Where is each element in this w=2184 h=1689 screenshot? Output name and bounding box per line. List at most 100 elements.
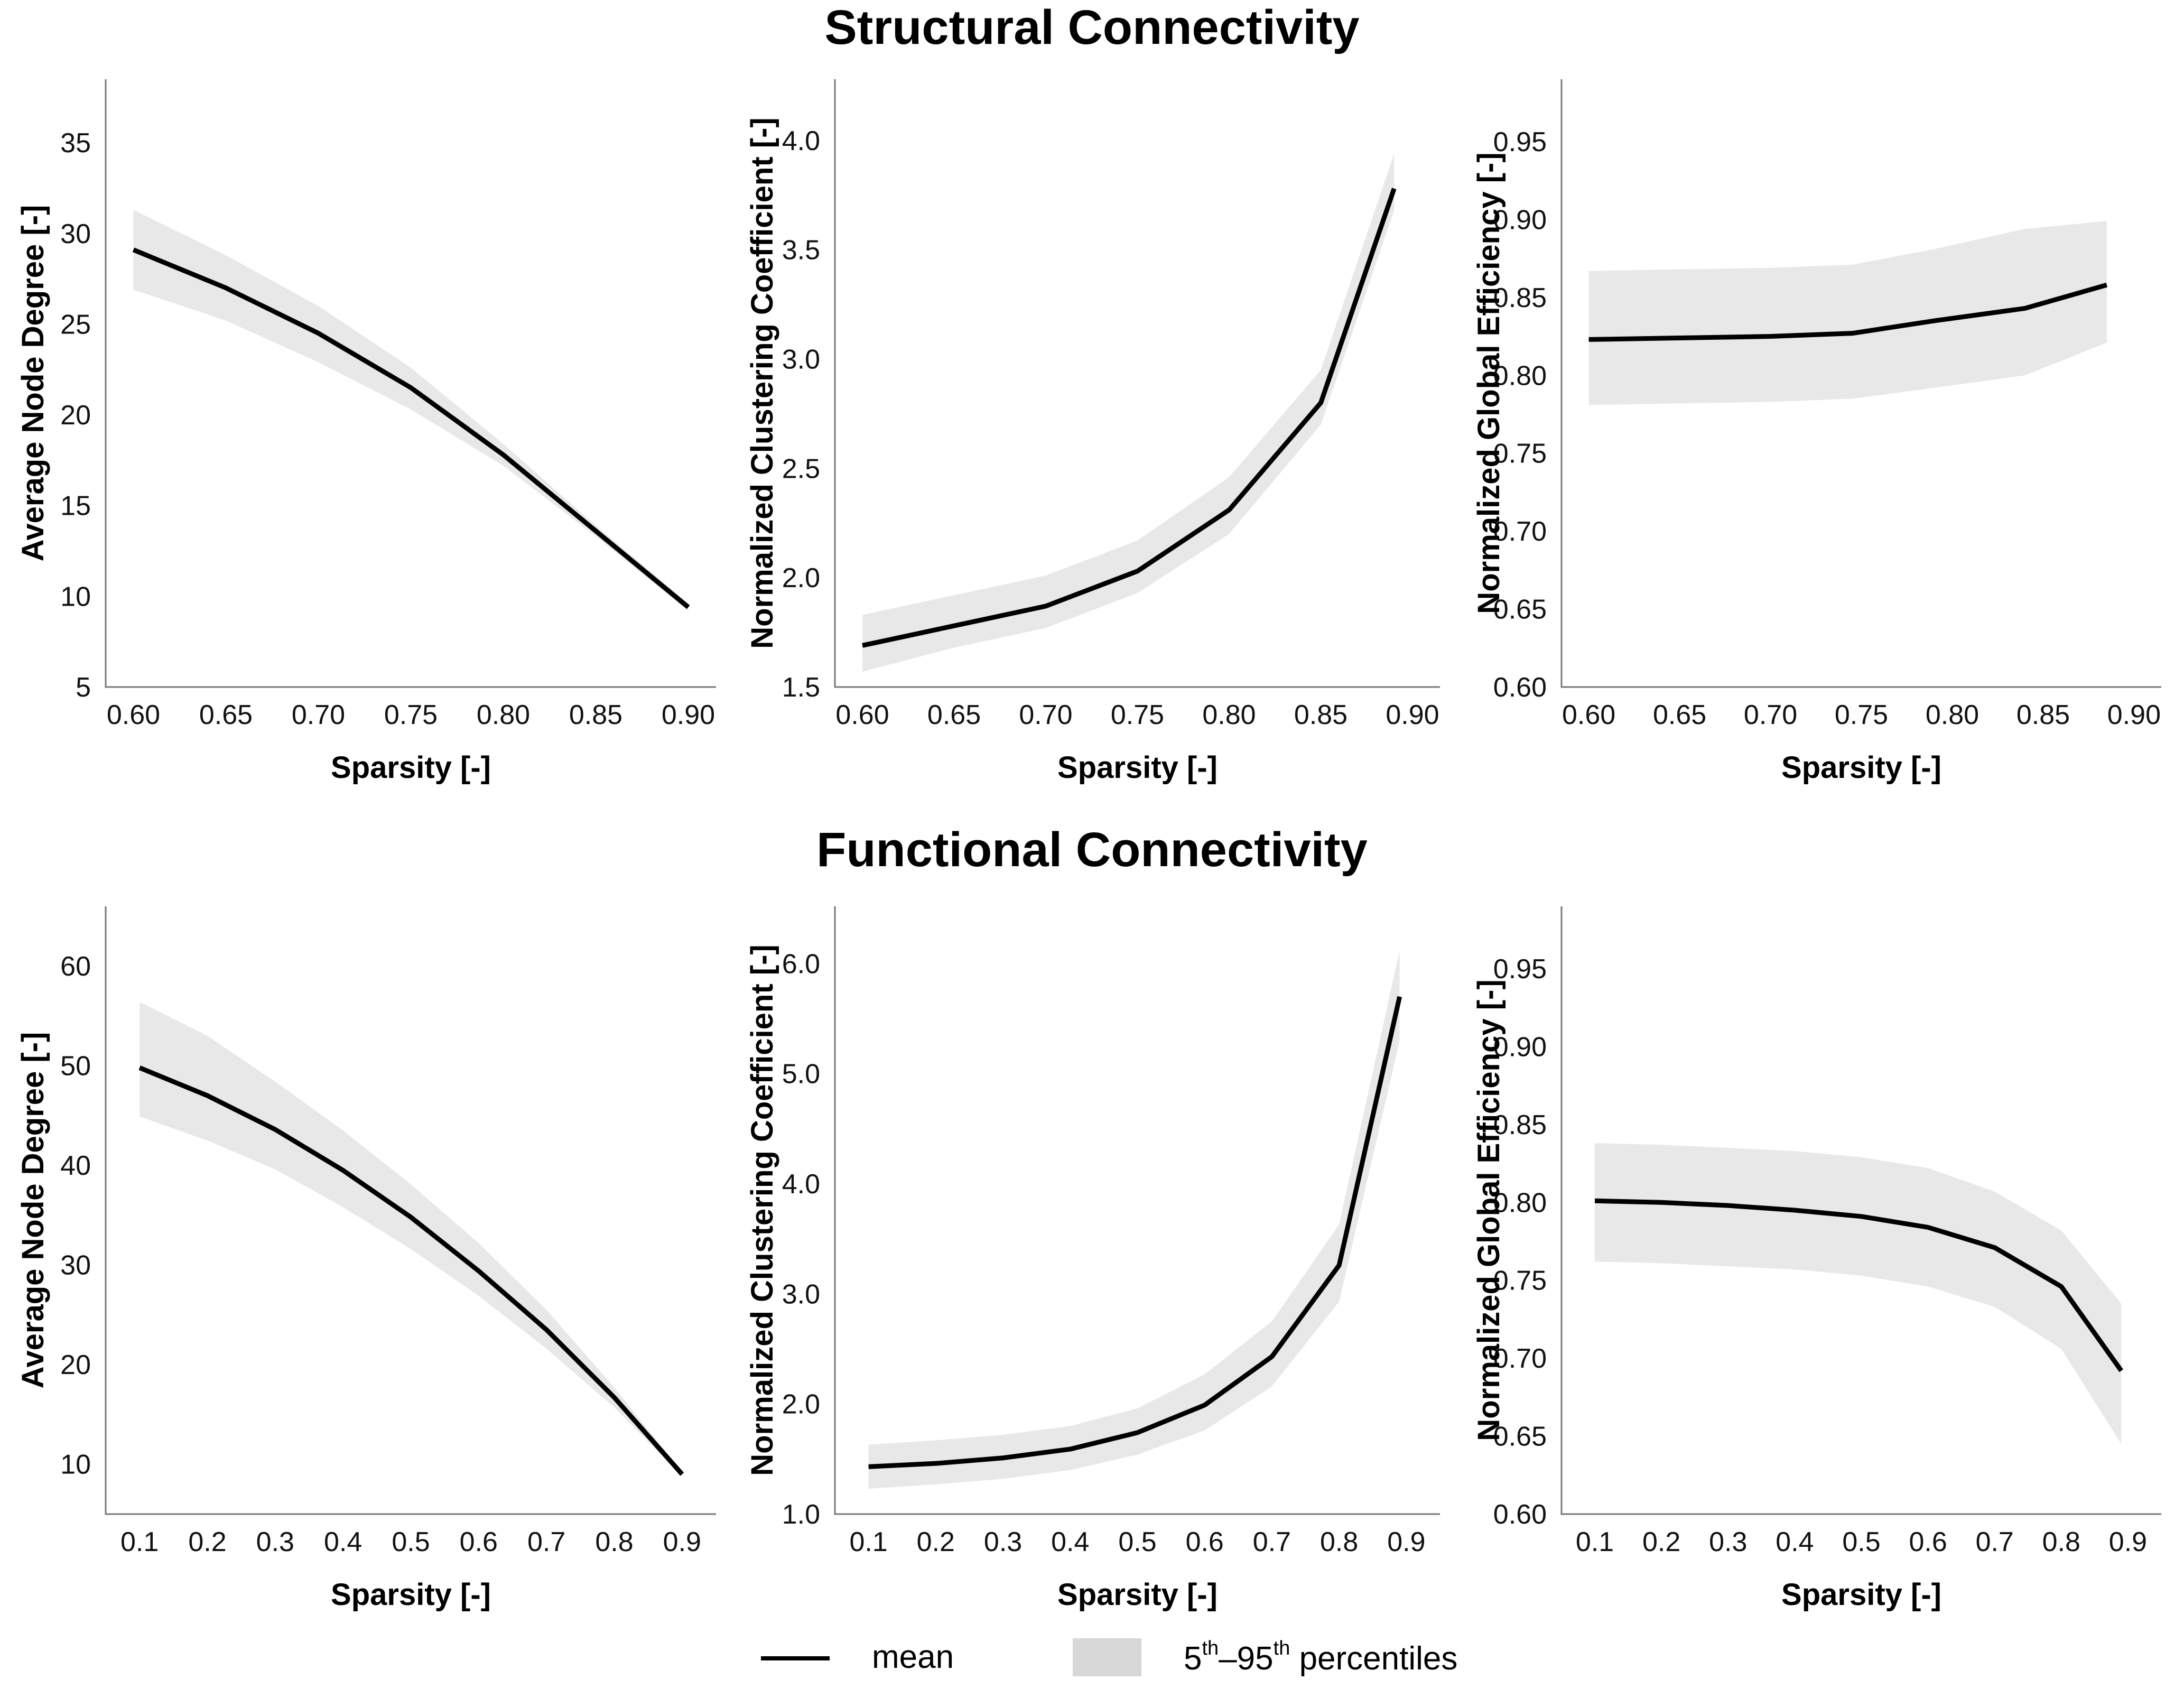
y-tick-label: 30 [60, 219, 91, 249]
percentile-band [862, 153, 1395, 672]
axes [834, 906, 1440, 1515]
y-tick-label: 0.95 [1493, 954, 1547, 985]
y-tick-label: 0.95 [1493, 127, 1547, 157]
legend-mean-label: mean [872, 1639, 954, 1675]
y-tick-label: 0.70 [1493, 516, 1547, 547]
y-axis-label: Normalized Global Efficiency [-] [1472, 152, 1506, 614]
x-tick-label: 0.8 [595, 1527, 633, 1557]
x-tick-label: 0.2 [917, 1527, 955, 1557]
percentile-band [868, 950, 1400, 1489]
y-tick-label: 40 [60, 1150, 91, 1181]
axes [1560, 79, 2161, 688]
x-tick-label: 0.7 [1253, 1527, 1291, 1557]
y-tick-label: 20 [60, 1350, 91, 1380]
y-tick-label: 6.0 [782, 949, 820, 979]
x-tick-label: 0.3 [1709, 1527, 1747, 1557]
x-tick-label: 0.85 [2016, 700, 2070, 730]
y-tick-label: 1.5 [782, 672, 820, 703]
percentile-band [133, 210, 689, 611]
structural-efficiency-chart: 0.60 0.65 0.70 0.75 0.80 0.85 0.90 0.95 0.60 0.65… [1472, 79, 2161, 785]
x-tick-label: 0.80 [477, 700, 530, 730]
x-tick-label: 0.75 [1111, 700, 1164, 730]
y-axis-label: Normalized Global Efficiency [-] [1472, 979, 1506, 1441]
y-tick-label: 0.90 [1493, 205, 1547, 235]
structural-clustering-chart: 1.5 2.0 2.5 3.0 3.5 4.0 0.60 0.65 0.70 0.75 0.80 0.… [745, 79, 1440, 785]
x-tick-label: 0.65 [927, 700, 981, 730]
x-tick-label: 0.75 [1835, 700, 1888, 730]
y-tick-label: 0.75 [1493, 1266, 1547, 1296]
y-tick-label: 5.0 [782, 1059, 820, 1090]
y-axis-label: Average Node Degree [-] [16, 1032, 50, 1389]
mean-line [868, 996, 1402, 1469]
x-tick-label: 0.7 [1976, 1527, 2014, 1557]
x-tick-label: 0.65 [199, 700, 253, 730]
x-axis-label: Sparsity [-] [331, 750, 491, 785]
y-tick-label: 60 [60, 951, 91, 982]
legend-mean-swatch [761, 1656, 830, 1660]
y-tick-label: 3.5 [782, 235, 820, 266]
x-tick-label: 0.8 [1320, 1527, 1358, 1557]
x-tick-label: 0.85 [1294, 700, 1347, 730]
y-tick-label: 0.80 [1493, 360, 1547, 391]
x-tick-label: 0.1 [1576, 1527, 1614, 1557]
axes [834, 79, 1440, 688]
y-tick-label: 4.0 [782, 1169, 820, 1200]
axes [1560, 906, 2161, 1515]
x-tick-label: 0.90 [2107, 700, 2161, 730]
x-tick-label: 0.3 [984, 1527, 1022, 1557]
functional-efficiency-chart: 0.60 0.65 0.70 0.75 0.80 0.85 0.90 0.95 0.1 0.2 0.… [1472, 906, 2161, 1612]
x-axis-label: Sparsity [-] [331, 1577, 491, 1612]
legend: mean 5th–95th percentiles [750, 1628, 1543, 1681]
axes [105, 906, 716, 1515]
y-tick-label: 25 [60, 309, 91, 340]
y-axis-label: Average Node Degree [-] [16, 205, 50, 562]
x-tick-label: 0.90 [1386, 700, 1439, 730]
x-tick-label: 0.5 [1842, 1527, 1880, 1557]
functional-title: Functional Connectivity [816, 823, 1368, 877]
mean-line [138, 1065, 684, 1476]
x-tick-label: 0.80 [1926, 700, 1979, 730]
y-tick-label: 1.0 [782, 1499, 820, 1530]
x-tick-label: 0.60 [835, 700, 889, 730]
legend-band-label: 5th–95th percentiles [1184, 1637, 1457, 1677]
y-tick-label: 0.75 [1493, 439, 1547, 469]
x-tick-label: 0.9 [663, 1527, 701, 1557]
y-tick-label: 0.85 [1493, 1110, 1547, 1140]
y-tick-label: 15 [60, 491, 91, 522]
x-tick-label: 0.9 [2109, 1527, 2147, 1557]
y-tick-label: 0.65 [1493, 595, 1547, 625]
legend-band-5: 5 [1184, 1640, 1202, 1677]
x-axis-label: Sparsity [-] [1781, 750, 1941, 785]
legend-band-dash: –95 [1219, 1640, 1274, 1677]
legend-band-tail: percentiles [1290, 1640, 1458, 1677]
y-axis-label: Normalized Clustering Coefficient [-] [745, 117, 779, 648]
x-axis-label: Sparsity [-] [1057, 1577, 1218, 1612]
y-tick-label: 0.90 [1493, 1032, 1547, 1062]
y-tick-label: 4.0 [782, 126, 820, 156]
x-tick-label: 0.80 [1202, 700, 1256, 730]
y-tick-label: 30 [60, 1250, 91, 1281]
x-tick-label: 0.60 [1562, 700, 1615, 730]
mean-line [1588, 282, 2108, 342]
x-tick-label: 0.4 [324, 1527, 362, 1557]
y-tick-label: 0.60 [1493, 672, 1547, 703]
x-tick-label: 0.6 [1909, 1527, 1947, 1557]
y-tick-label: 5 [76, 672, 91, 703]
x-axis-label: Sparsity [-] [1781, 1577, 1941, 1612]
y-tick-label: 2.0 [782, 1389, 820, 1420]
y-tick-label: 3.0 [782, 344, 820, 375]
percentile-band [1588, 221, 2107, 405]
x-tick-label: 0.8 [2042, 1527, 2080, 1557]
legend-band-swatch [1073, 1638, 1141, 1676]
y-tick-label: 50 [60, 1051, 91, 1082]
functional-clustering-chart: 1.0 2.0 3.0 4.0 5.0 6.0 0.1 0.2 0.3 0.4 0.5 0.6 0.7 0… [745, 906, 1440, 1612]
y-tick-label: 3.0 [782, 1279, 820, 1310]
x-tick-label: 0.6 [1186, 1527, 1224, 1557]
y-tick-label: 0.85 [1493, 283, 1547, 313]
x-tick-label: 0.65 [1653, 700, 1706, 730]
x-tick-label: 0.4 [1776, 1527, 1814, 1557]
x-tick-label: 0.7 [527, 1527, 565, 1557]
y-tick-label: 2.0 [782, 563, 820, 593]
x-tick-label: 0.6 [460, 1527, 498, 1557]
